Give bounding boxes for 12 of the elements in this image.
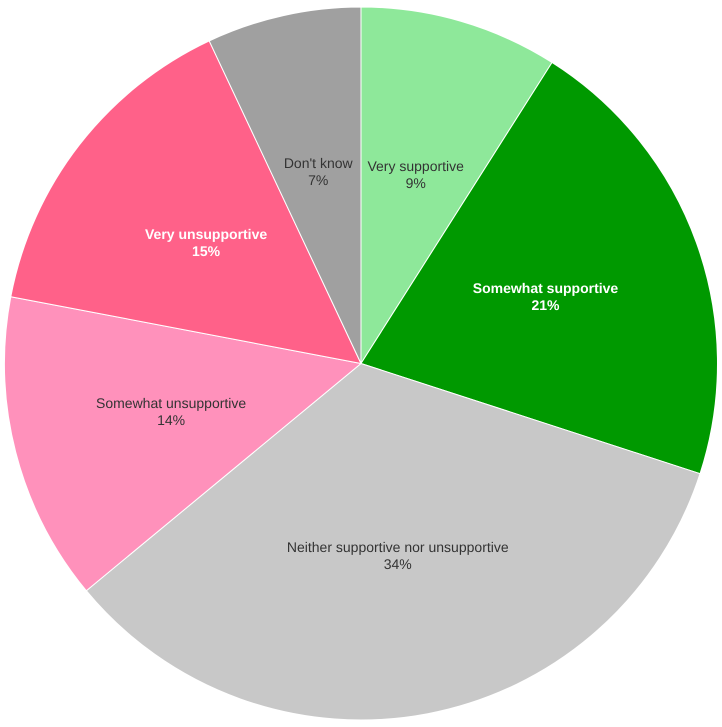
slice-label: Somewhat supportive (472, 280, 618, 296)
slice-label: Very supportive (367, 158, 464, 174)
data-label: 15% (192, 243, 221, 260)
data-label: 34% (384, 556, 412, 572)
slice-label: Neither supportive nor unsupportive (286, 538, 509, 555)
data-label: 7% (308, 172, 328, 188)
slice-label: Somewhat unsupportive (96, 395, 246, 412)
data-label: 9% (406, 175, 426, 192)
data-label: 14% (157, 412, 186, 428)
slice-label: Very unsupportive (144, 226, 268, 242)
slice-label: Don't know (284, 155, 354, 172)
data-label: 21% (531, 296, 560, 313)
